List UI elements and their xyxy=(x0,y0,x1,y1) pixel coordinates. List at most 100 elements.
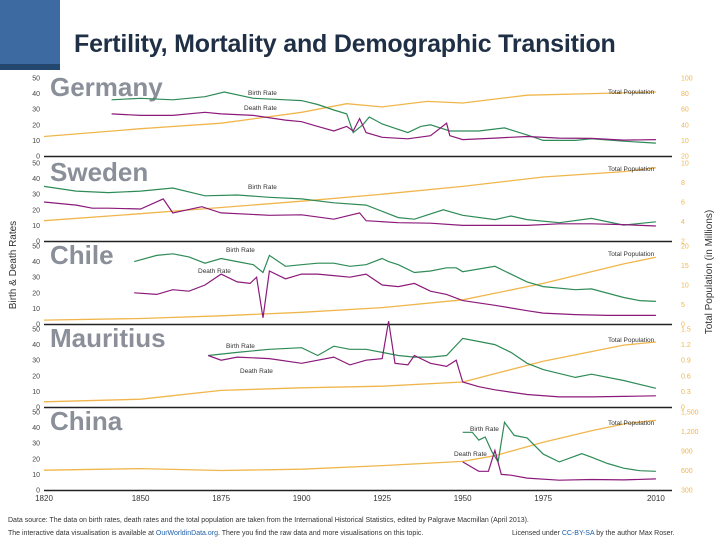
mauritius-left-tick: 0 xyxy=(36,405,40,412)
china-population-label: Total Population xyxy=(608,420,655,427)
mauritius-right-tick: 0.6 xyxy=(681,373,691,380)
germany-right-tick: 20 xyxy=(681,154,689,161)
china-left-tick: 30 xyxy=(32,441,40,448)
sweden-left-tick: 30 xyxy=(32,192,40,199)
china-left-tick: 50 xyxy=(32,410,40,417)
owid-link[interactable]: OurWorldinData.org xyxy=(155,530,218,537)
sweden-right-tick: 2 xyxy=(681,239,685,246)
x-tick-label: 1975 xyxy=(534,494,552,503)
data-source-note: Data source: The data on birth rates, de… xyxy=(8,517,529,524)
chile-right-tick: 0 xyxy=(681,322,685,329)
china-right-tick: 1,200 xyxy=(681,429,699,436)
x-tick-label: 1925 xyxy=(373,494,391,503)
chile-left-tick: 0 xyxy=(36,322,40,329)
germany-right-tick: 80 xyxy=(681,91,689,98)
sweden-population-line xyxy=(43,167,656,222)
interactive-prefix: The interactive data visualisation is av… xyxy=(8,530,154,537)
germany-death-line xyxy=(111,111,656,141)
china-death-label: Death Rate xyxy=(454,451,487,458)
germany-right-tick: 60 xyxy=(681,107,689,114)
chile-left-tick: 10 xyxy=(32,306,40,313)
mauritius-death-line xyxy=(207,321,656,398)
left-axis-title: Birth & Death Rates xyxy=(8,221,19,309)
sweden-right-tick: 10 xyxy=(681,161,689,168)
sweden-birth-label: Birth Rate xyxy=(248,184,277,191)
mauritius-death-label: Death Rate xyxy=(240,368,273,375)
china-right-tick: 300 xyxy=(681,488,693,495)
china-right-tick: 600 xyxy=(681,468,693,475)
mauritius-left-tick: 50 xyxy=(32,327,40,334)
sweden-left-tick: 40 xyxy=(32,176,40,183)
license-link[interactable]: CC-BY-SA xyxy=(561,530,595,537)
china-left-tick: 40 xyxy=(32,425,40,432)
china-left-tick: 10 xyxy=(32,472,40,479)
mauritius-right-tick: 0.3 xyxy=(681,389,691,396)
interactive-note: The interactive data visualisation is av… xyxy=(8,530,423,537)
chile-right-tick: 10 xyxy=(681,283,689,290)
china-right-tick: 1,500 xyxy=(681,410,699,417)
china-death-line xyxy=(462,448,656,481)
germany-left-tick: 0 xyxy=(36,154,40,161)
china-left-tick: 20 xyxy=(32,456,40,463)
mauritius-left-tick: 20 xyxy=(32,373,40,380)
mauritius-right-tick: 0 xyxy=(681,405,685,412)
china-birth-label: Birth Rate xyxy=(470,426,499,433)
mauritius-birth-line xyxy=(208,337,657,389)
germany-left-tick: 50 xyxy=(32,76,40,83)
germany-left-tick: 20 xyxy=(32,122,40,129)
right-axis-title: Total Population (in Millions) xyxy=(704,210,715,335)
germany-population-label: Total Population xyxy=(608,89,655,96)
mauritius-left-tick: 10 xyxy=(32,389,40,396)
germany-right-tick: 100 xyxy=(681,76,693,83)
chile-population-label: Total Population xyxy=(608,251,655,258)
mauritius-left-tick: 30 xyxy=(32,358,40,365)
chile-right-tick: 20 xyxy=(681,244,689,251)
mauritius-population-line xyxy=(43,341,656,403)
mauritius-panel-label: Mauritius xyxy=(50,323,166,353)
interactive-suffix: . There you find the raw data and more v… xyxy=(218,530,424,537)
china-right-tick: 900 xyxy=(681,449,693,456)
license-suffix: by the author Max Roser. xyxy=(596,530,675,537)
germany-left-tick: 40 xyxy=(32,91,40,98)
chile-left-tick: 50 xyxy=(32,244,40,251)
germany-panel-label: Germany xyxy=(50,72,163,102)
x-tick-label: 1820 xyxy=(35,494,53,503)
germany-population-line xyxy=(43,91,656,138)
mauritius-birth-label: Birth Rate xyxy=(226,343,255,350)
germany-right-tick: 10 xyxy=(681,138,689,145)
mauritius-population-label: Total Population xyxy=(608,337,655,344)
x-tick-label: 1875 xyxy=(212,494,230,503)
china-left-tick: 0 xyxy=(36,488,40,495)
germany-birth-label: Birth Rate xyxy=(248,90,277,97)
sweden-right-tick: 6 xyxy=(681,200,685,207)
sweden-left-tick: 0 xyxy=(36,239,40,246)
sweden-left-tick: 10 xyxy=(32,223,40,230)
chile-left-tick: 40 xyxy=(32,259,40,266)
germany-right-tick: 40 xyxy=(681,122,689,129)
sweden-left-tick: 50 xyxy=(32,161,40,168)
chile-right-tick: 5 xyxy=(681,302,685,309)
license-note: Licensed under CC-BY-SA by the author Ma… xyxy=(512,530,674,537)
sweden-panel-label: Sweden xyxy=(50,157,148,187)
x-tick-label: 1950 xyxy=(454,494,472,503)
chile-population-line xyxy=(43,256,657,321)
chile-right-tick: 15 xyxy=(681,263,689,270)
sweden-birth-line xyxy=(43,185,656,226)
chile-death-line xyxy=(134,270,656,318)
chile-birth-label: Birth Rate xyxy=(226,247,255,254)
title-accent-block xyxy=(0,0,60,64)
sweden-population-label: Total Population xyxy=(608,166,655,173)
x-tick-label: 2010 xyxy=(647,494,665,503)
title-accent-stripe xyxy=(0,64,60,70)
china-panel-label: China xyxy=(50,406,123,436)
x-tick-label: 1900 xyxy=(293,494,311,503)
chile-death-label: Death Rate xyxy=(198,268,231,275)
mauritius-right-tick: 1.5 xyxy=(681,327,691,334)
mauritius-right-tick: 0.9 xyxy=(681,358,691,365)
license-prefix: Licensed under xyxy=(512,530,560,537)
mauritius-right-tick: 1.2 xyxy=(681,342,691,349)
germany-left-tick: 30 xyxy=(32,107,40,114)
sweden-left-tick: 20 xyxy=(32,207,40,214)
chile-birth-line xyxy=(134,253,656,302)
